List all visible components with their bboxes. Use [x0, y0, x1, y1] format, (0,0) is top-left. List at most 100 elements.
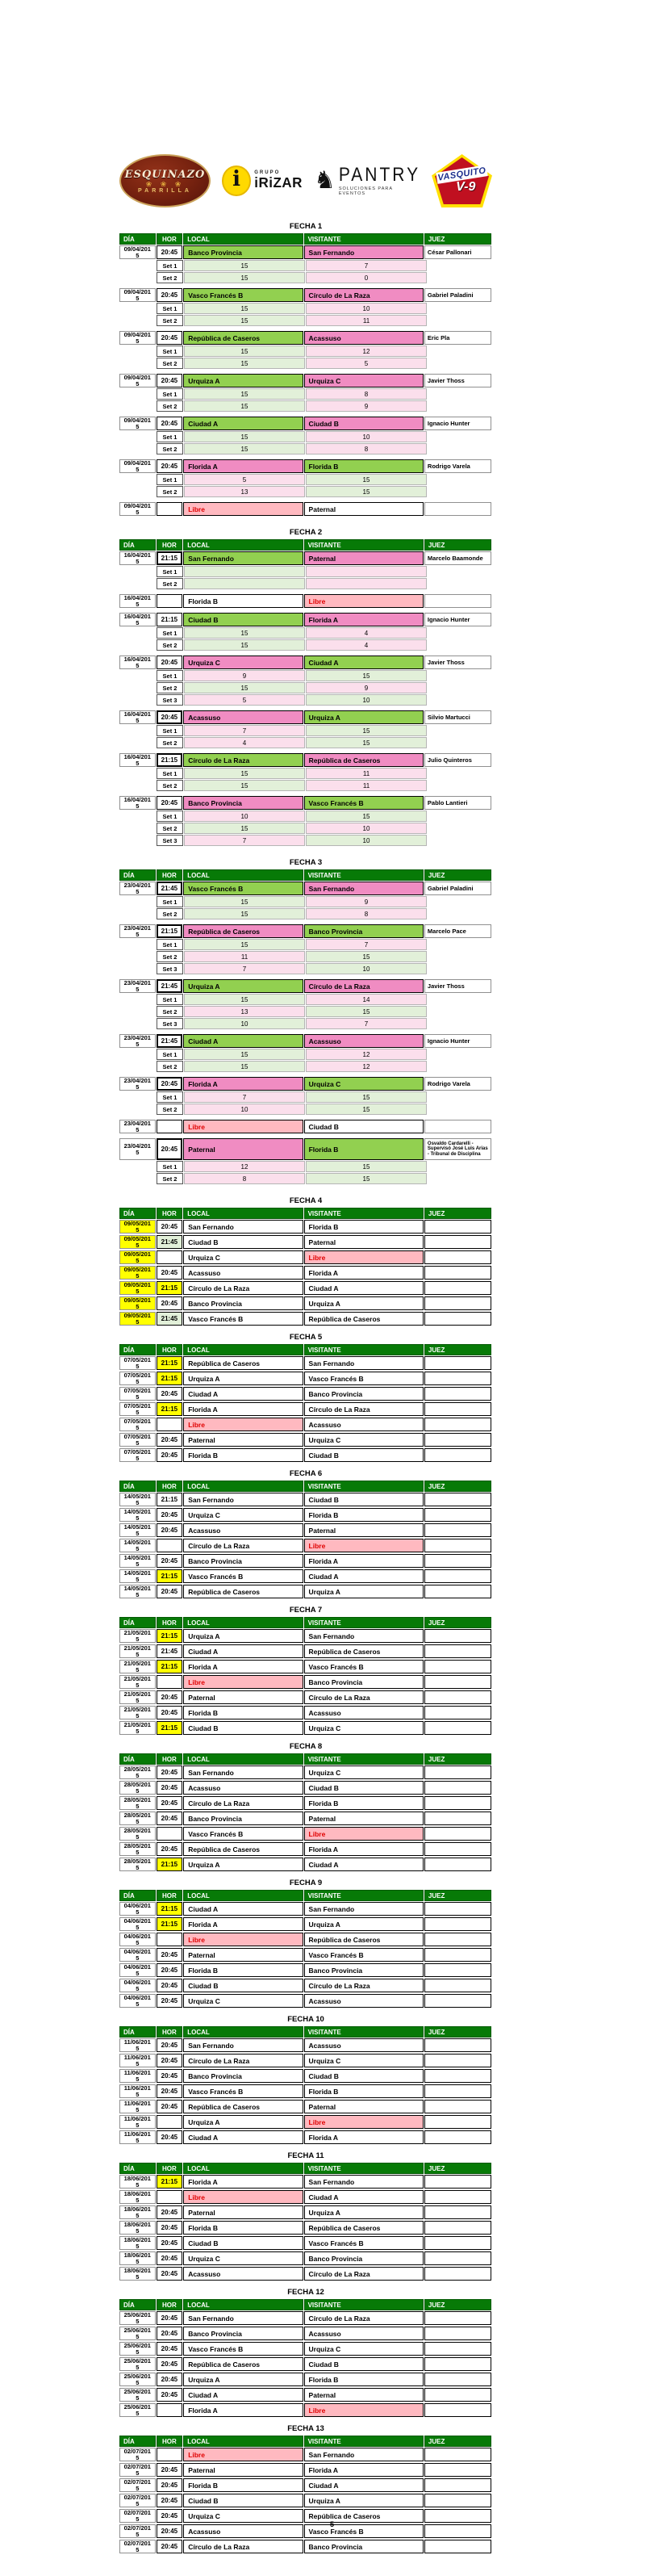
juez-cell: Pablo Lantieri — [424, 796, 491, 810]
match-time: 20:45 — [156, 1842, 183, 1856]
set-label: Set 2 — [157, 1006, 183, 1017]
match-time: 20:45 — [156, 1138, 183, 1160]
set-score-local: 9 — [184, 670, 305, 681]
local-team-cell: Florida B — [183, 1448, 303, 1462]
set-score-visitante: 15 — [306, 725, 427, 736]
column-header-local: LOCAL — [183, 1617, 303, 1628]
match-date: 25/06/2015 — [119, 2403, 156, 2417]
visitante-team-cell: Ciudad B — [303, 2357, 424, 2371]
set-row-spacer — [119, 474, 156, 485]
match-time: 21:45 — [156, 979, 183, 993]
match-date: 11/06/2015 — [119, 2069, 156, 2083]
local-team-cell: Vasco Francés B — [183, 1827, 303, 1841]
table-header-row: DÍA HOR LOCAL VISITANTE JUEZ — [119, 2299, 492, 2310]
set-row: Set 1 15 7 — [119, 260, 492, 271]
visitante-team-cell: Vasco Francés B — [303, 1372, 424, 1385]
local-team-cell: Acassuso — [183, 1266, 303, 1280]
table-header-row: DÍA HOR LOCAL VISITANTE JUEZ — [119, 1208, 492, 1219]
match-date: 07/05/2015 — [119, 1448, 156, 1462]
match-row: 11/06/2015 20:45 San Fernando Acassuso — [119, 2038, 492, 2052]
set-row: Set 2 15 8 — [119, 443, 492, 454]
juez-cell — [424, 2327, 491, 2340]
match-row: 02/07/2015 20:45 Urquiza C República de Cas… — [119, 2509, 492, 2523]
juez-cell — [424, 1281, 491, 1295]
match-date: 21/05/2015 — [119, 1706, 156, 1719]
parrilla-logo-text: PARRILLA — [138, 187, 192, 194]
visitante-team-cell: Urquiza A — [303, 1296, 424, 1310]
match-row: 09/04/2015 20:45 República de Caseros Acass… — [119, 331, 492, 345]
match-date: 04/06/2015 — [119, 1979, 156, 1992]
local-team-cell: Urquiza A — [183, 1858, 303, 1871]
juez-cell — [424, 2190, 491, 2204]
fecha-section: FECHA 3 DÍA HOR LOCAL VISITANTE JUEZ 23/04/201… — [119, 858, 492, 1189]
visitante-team-cell: Libre — [303, 2403, 424, 2417]
fecha-title: FECHA 5 — [289, 1333, 323, 1342]
match-row: 25/06/2015 Florida A Libre — [119, 2403, 492, 2417]
column-header-visitante: VISITANTE — [303, 1344, 424, 1355]
column-header-hor: HOR — [156, 1617, 183, 1628]
juez-cell — [424, 2463, 491, 2477]
match-time: 20:45 — [156, 245, 183, 259]
fecha-title: FECHA 4 — [289, 1196, 323, 1205]
visitante-team-cell: Ciudad B — [303, 1781, 424, 1795]
set-score-local: 13 — [184, 1006, 305, 1017]
visitante-team-cell: Florida B — [303, 1220, 424, 1234]
set-row: Set 1 15 14 — [119, 994, 492, 1005]
set-row-spacer — [119, 358, 156, 369]
match-date: 28/05/2015 — [119, 1781, 156, 1795]
column-header-local: LOCAL — [183, 2299, 303, 2310]
set-row: Set 2 15 12 — [119, 1061, 492, 1072]
match-row: 18/06/2015 20:45 Paternal Urquiza A — [119, 2205, 492, 2219]
visitante-team-cell: Vasco Francés B — [303, 1948, 424, 1962]
local-team-cell: República de Caseros — [183, 924, 303, 938]
fixture-table: DÍA HOR LOCAL VISITANTE JUEZ 25/06/2015 20:45 S… — [119, 2299, 492, 2417]
fecha-section: FECHA 5 DÍA HOR LOCAL VISITANTE JUEZ 07/05/201… — [119, 1333, 492, 1462]
set-label: Set 2 — [157, 272, 183, 283]
set-row: Set 2 11 15 — [119, 951, 492, 962]
juez-cell — [424, 2100, 491, 2113]
match-time: 20:45 — [156, 2311, 183, 2325]
match-row: 07/05/2015 Libre Acassuso — [119, 1418, 492, 1431]
set-label: Set 1 — [157, 388, 183, 400]
match-time: 20:45 — [156, 710, 183, 724]
visitante-team-cell: Vasco Francés B — [303, 2236, 424, 2250]
pantry-name-text: PANTRY — [338, 164, 421, 186]
set-score-local: 15 — [184, 1049, 305, 1060]
set-row-spacer — [119, 737, 156, 748]
local-team-cell: Banco Provincia — [183, 1812, 303, 1825]
fecha-title: FECHA 9 — [289, 1879, 323, 1887]
match-date: 16/04/2015 — [119, 656, 156, 669]
local-team-cell: Banco Provincia — [183, 2327, 303, 2340]
match-date: 16/04/2015 — [119, 551, 156, 565]
table-header-row: DÍA HOR LOCAL VISITANTE JUEZ — [119, 2163, 492, 2174]
visitante-team-cell: Libre — [303, 1250, 424, 1264]
vasquito-v9-text: V-9 — [456, 180, 476, 194]
match-time: 20:45 — [156, 1979, 183, 1992]
column-header-dia: DÍA — [119, 1753, 156, 1765]
match-row: 09/05/2015 20:45 Acassuso Florida A — [119, 1266, 492, 1280]
match-date: 04/06/2015 — [119, 1948, 156, 1962]
juez-cell — [424, 2448, 491, 2461]
match-row: 16/04/2015 21:15 San Fernando Paternal Marce… — [119, 551, 492, 565]
set-score-local: 15 — [184, 388, 305, 400]
match-row: 14/05/2015 20:45 Urquiza C Florida B — [119, 1508, 492, 1522]
column-header-hor: HOR — [156, 1344, 183, 1355]
match-time: 20:45 — [156, 2054, 183, 2067]
match-row: 21/05/2015 20:45 Paternal Círculo de La Raz… — [119, 1690, 492, 1704]
fecha-section: FECHA 11 DÍA HOR LOCAL VISITANTE JUEZ 18/06/20… — [119, 2151, 492, 2281]
set-row: Set 2 — [119, 578, 492, 589]
juez-cell — [424, 2403, 491, 2417]
column-header-hor: HOR — [156, 2163, 183, 2174]
juez-cell — [424, 1644, 491, 1658]
set-score-visitante: 15 — [306, 951, 427, 962]
visitante-team-cell: Ciudad B — [303, 1120, 424, 1133]
local-team-cell: Urquiza A — [183, 2115, 303, 2129]
set-label: Set 3 — [157, 963, 183, 974]
match-date: 18/06/2015 — [119, 2267, 156, 2281]
set-score-visitante: 7 — [306, 260, 427, 271]
visitante-team-cell: Acassuso — [303, 2038, 424, 2052]
local-team-cell: Libre — [183, 502, 303, 516]
match-date: 16/04/2015 — [119, 796, 156, 810]
visitante-team-cell: Florida B — [303, 2373, 424, 2386]
set-label: Set 1 — [157, 303, 183, 314]
